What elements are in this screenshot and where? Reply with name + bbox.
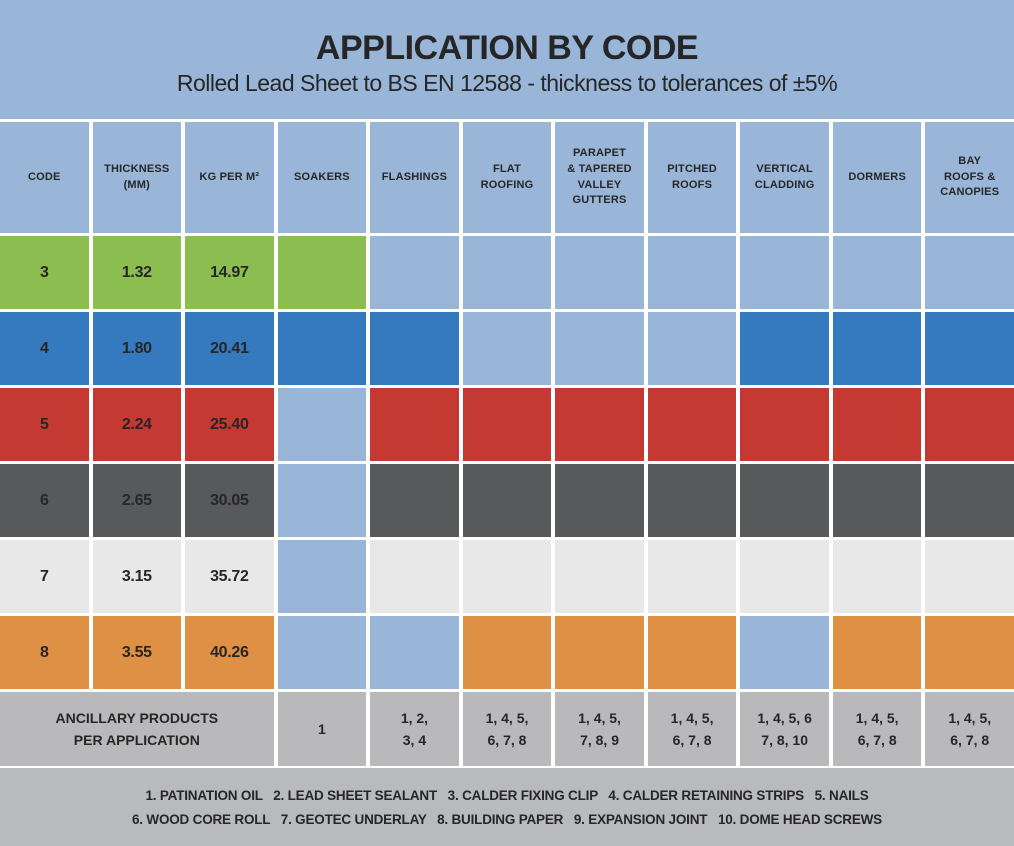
application-cell-marked (925, 388, 1014, 461)
application-cell-marked (370, 540, 459, 613)
application-cell-marked (462, 388, 552, 461)
column-header-7: PITCHED ROOFS (647, 122, 737, 233)
application-cell-marked (740, 464, 829, 537)
column-header-6: PARAPET & TAPERED VALLEY GUTTERS (555, 122, 644, 233)
thickness-cell: 1.80 (92, 312, 182, 385)
application-cell-unmarked (462, 312, 552, 385)
thickness-cell: 2.24 (92, 388, 182, 461)
kg-cell: 14.97 (185, 236, 274, 309)
application-cell-marked (832, 540, 922, 613)
application-cell-unmarked (555, 312, 644, 385)
application-cell-marked (370, 312, 459, 385)
application-cell-marked (647, 540, 737, 613)
application-cell-marked (740, 540, 829, 613)
kg-cell: 30.05 (185, 464, 274, 537)
column-header-8: VERTICAL CLADDING (740, 122, 829, 233)
application-cell-unmarked (370, 616, 459, 689)
page-subtitle: Rolled Lead Sheet to BS EN 12588 - thick… (176, 69, 838, 96)
kg-cell: 20.41 (185, 312, 274, 385)
application-cell-marked (370, 388, 459, 461)
column-header-4: FLASHINGS (370, 122, 459, 233)
application-cell-marked (462, 616, 552, 689)
page-title: APPLICATION BY CODE (315, 28, 699, 67)
code-cell: 4 (0, 312, 89, 385)
code-cell: 8 (0, 616, 89, 689)
ancillary-label-cell: ANCILLARY PRODUCTS PER APPLICATION (0, 692, 274, 766)
application-cell-marked (555, 464, 644, 537)
application-cell-unmarked (555, 236, 644, 309)
column-header-9: DORMERS (832, 122, 922, 233)
application-cell-marked (555, 388, 644, 461)
ancillary-value-cell-1: 1, 2, 3, 4 (370, 692, 459, 766)
title-banner: APPLICATION BY CODE Rolled Lead Sheet to… (0, 0, 1014, 119)
application-cell-unmarked (277, 388, 367, 461)
column-header-2: KG PER M² (185, 122, 274, 233)
application-cell-marked (832, 616, 922, 689)
application-cell-unmarked (740, 236, 829, 309)
application-cell-unmarked (462, 236, 552, 309)
application-cell-marked (925, 616, 1014, 689)
application-cell-marked (925, 464, 1014, 537)
ancillary-value-cell-5: 1, 4, 5, 6 7, 8, 10 (740, 692, 829, 766)
column-header-5: FLAT ROOFING (462, 122, 552, 233)
ancillary-value-cell-3: 1, 4, 5, 7, 8, 9 (555, 692, 644, 766)
thickness-cell: 2.65 (92, 464, 182, 537)
application-cell-unmarked (925, 236, 1014, 309)
application-cell-marked (462, 464, 552, 537)
application-cell-marked (925, 540, 1014, 613)
application-cell-unmarked (370, 236, 459, 309)
column-header-10: BAY ROOFS & CANOPIES (925, 122, 1014, 233)
code-cell: 7 (0, 540, 89, 613)
ancillary-value-cell-7: 1, 4, 5, 6, 7, 8 (925, 692, 1014, 766)
column-header-1: THICKNESS (MM) (92, 122, 182, 233)
thickness-cell: 3.55 (92, 616, 182, 689)
column-header-3: SOAKERS (277, 122, 367, 233)
kg-cell: 40.26 (185, 616, 274, 689)
legend-line-1: 1. PATINATION OIL 2. LEAD SHEET SEALANT … (145, 787, 869, 803)
application-cell-unmarked (647, 312, 737, 385)
thickness-cell: 3.15 (92, 540, 182, 613)
application-cell-unmarked (277, 540, 367, 613)
ancillary-value-cell-4: 1, 4, 5, 6, 7, 8 (647, 692, 737, 766)
application-cell-marked (277, 312, 367, 385)
ancillary-value-cell-6: 1, 4, 5, 6, 7, 8 (832, 692, 922, 766)
application-cell-unmarked (277, 464, 367, 537)
code-cell: 3 (0, 236, 89, 309)
application-cell-marked (740, 388, 829, 461)
application-cell-marked (647, 616, 737, 689)
application-cell-marked (555, 540, 644, 613)
application-cell-marked (832, 312, 922, 385)
thickness-cell: 1.32 (92, 236, 182, 309)
application-cell-unmarked (647, 236, 737, 309)
kg-cell: 35.72 (185, 540, 274, 613)
application-cell-marked (925, 312, 1014, 385)
code-cell: 6 (0, 464, 89, 537)
column-header-0: CODE (0, 122, 89, 233)
legend-line-2: 6. WOOD CORE ROLL 7. GEOTEC UNDERLAY 8. … (132, 811, 882, 827)
application-cell-marked (740, 312, 829, 385)
application-cell-marked (647, 464, 737, 537)
ancillary-value-cell-2: 1, 4, 5, 6, 7, 8 (462, 692, 552, 766)
application-cell-unmarked (832, 236, 922, 309)
application-cell-marked (462, 540, 552, 613)
application-cell-marked (647, 388, 737, 461)
kg-cell: 25.40 (185, 388, 274, 461)
application-cell-marked (832, 464, 922, 537)
application-cell-marked (555, 616, 644, 689)
legend-band: 1. PATINATION OIL 2. LEAD SHEET SEALANT … (0, 768, 1014, 846)
ancillary-value-cell-0: 1 (277, 692, 367, 766)
application-cell-marked (370, 464, 459, 537)
code-cell: 5 (0, 388, 89, 461)
application-cell-marked (832, 388, 922, 461)
application-cell-unmarked (277, 616, 367, 689)
application-cell-marked (277, 236, 367, 309)
application-cell-unmarked (740, 616, 829, 689)
application-table: CODE THICKNESS (MM) KG PER M² SOAKERS FLASHI… (0, 119, 1014, 768)
